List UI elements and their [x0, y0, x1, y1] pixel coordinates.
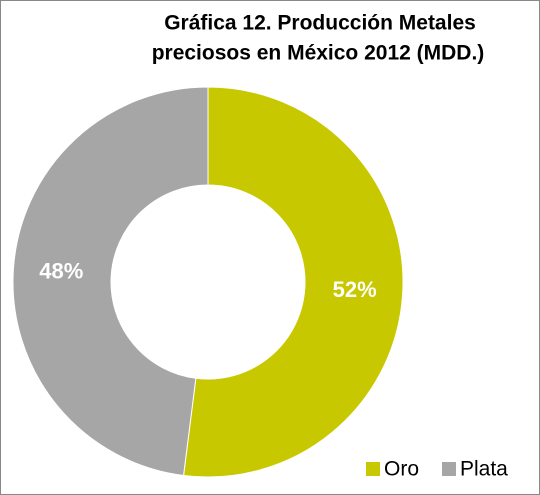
chart-title: Gráfica 12. Producción Metales	[164, 12, 476, 35]
legend-label: Oro	[384, 458, 419, 481]
legend-swatch	[366, 462, 380, 476]
legend-swatch	[442, 462, 456, 476]
chart-title: preciosos en México 2012 (MDD.)	[152, 42, 485, 65]
data-label: 48%	[39, 259, 83, 284]
legend-label: Plata	[460, 458, 508, 481]
donut-segment	[183, 86, 404, 478]
data-label: 52%	[333, 277, 377, 302]
donut-segment	[12, 86, 209, 477]
